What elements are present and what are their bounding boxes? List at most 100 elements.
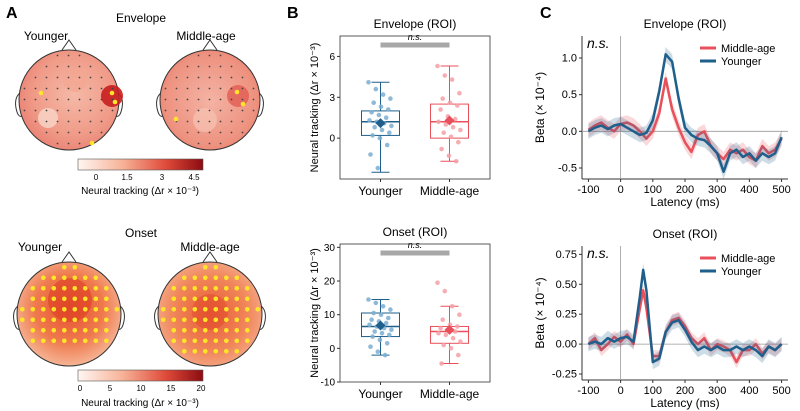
envelope-middle-label: Middle-age bbox=[176, 29, 236, 43]
electrode-dot bbox=[230, 65, 233, 68]
electrode-dot bbox=[100, 98, 103, 101]
data-point bbox=[446, 153, 452, 159]
electrode-dot bbox=[203, 286, 208, 291]
legend-label: Middle-age bbox=[721, 43, 775, 55]
data-point bbox=[377, 337, 383, 343]
electrode-dot bbox=[100, 131, 103, 134]
electrode-dot bbox=[62, 275, 67, 281]
electrode-dot bbox=[224, 275, 229, 281]
electrode-dot bbox=[234, 275, 240, 281]
electrode-dot bbox=[219, 120, 222, 123]
electrode-dot bbox=[245, 296, 250, 302]
electrode-dot bbox=[203, 307, 208, 312]
electrode-dot bbox=[241, 131, 244, 134]
electrode-dot bbox=[51, 338, 57, 344]
electrode-dot bbox=[78, 131, 81, 134]
electrode-dot bbox=[203, 338, 208, 344]
electrode-dot bbox=[186, 98, 189, 101]
electrode-dot bbox=[78, 76, 81, 79]
cbar-on-tick-0: 0 bbox=[78, 384, 83, 393]
x-tick-label: 0 bbox=[618, 184, 624, 196]
electrode-dot bbox=[213, 286, 219, 291]
electrode-dot bbox=[30, 296, 36, 302]
electrode-dot bbox=[62, 286, 67, 291]
electrode-dot bbox=[56, 54, 59, 57]
electrode-dot bbox=[186, 76, 189, 79]
electrode-dot bbox=[208, 76, 211, 79]
electrode-dot bbox=[93, 328, 99, 333]
electrode-dot bbox=[213, 328, 219, 333]
electrode-dot bbox=[186, 87, 189, 90]
data-point bbox=[373, 300, 379, 306]
electrode-dot bbox=[230, 109, 233, 112]
electrode-dot bbox=[78, 109, 81, 112]
data-point bbox=[436, 119, 441, 125]
electrode-dot bbox=[100, 109, 103, 112]
electrode-dot bbox=[186, 109, 189, 112]
y-tick-label: 0.0 bbox=[562, 126, 577, 138]
x-tick-label: 300 bbox=[708, 184, 726, 196]
data-point bbox=[442, 73, 448, 78]
electrode-dot bbox=[175, 76, 178, 79]
topomap-onset-middle bbox=[154, 251, 266, 367]
colorbar-onset: 0 5 10 15 20 Neural tracking (Δr × 10⁻³) bbox=[77, 369, 206, 409]
panel-label-b: B bbox=[287, 5, 299, 22]
electrode-dot bbox=[230, 76, 233, 79]
electrode-dot bbox=[203, 317, 208, 323]
electrode-dot bbox=[182, 296, 187, 302]
electrode-dot bbox=[241, 76, 244, 79]
data-point bbox=[450, 124, 456, 130]
data-point bbox=[369, 110, 374, 115]
electrode-dot bbox=[56, 142, 59, 145]
y-tick-label: -0.25 bbox=[552, 369, 577, 381]
data-point bbox=[455, 324, 460, 329]
electrode-dot bbox=[93, 317, 99, 323]
data-point bbox=[366, 297, 371, 302]
electrode-dot bbox=[78, 65, 81, 68]
cbar-on-tick-3: 15 bbox=[167, 384, 176, 393]
panel-label-c: C bbox=[540, 5, 552, 22]
electrode-dot bbox=[252, 87, 255, 90]
electrode-dot bbox=[219, 109, 222, 112]
electrode-dot bbox=[83, 307, 88, 312]
electrode-dot bbox=[171, 296, 177, 302]
electrode-dot bbox=[41, 296, 46, 302]
data-point bbox=[443, 332, 449, 338]
electrode-dot bbox=[114, 307, 120, 312]
electrode-dot bbox=[104, 296, 109, 302]
electrode-dot bbox=[30, 307, 36, 312]
data-point bbox=[441, 342, 447, 348]
electrode-dot bbox=[230, 87, 233, 90]
mean-marker bbox=[375, 320, 386, 331]
data-point bbox=[438, 325, 443, 331]
electrode-dot bbox=[23, 109, 26, 112]
data-point bbox=[382, 352, 388, 358]
electrode-dot bbox=[30, 286, 36, 291]
cbar-env-tick-0: 0 bbox=[94, 173, 99, 182]
series-band bbox=[588, 262, 782, 370]
data-point bbox=[366, 80, 371, 85]
y-axis-label: Neural tracking (Δr × 10⁻³) bbox=[309, 248, 321, 378]
electrode-dot bbox=[41, 338, 46, 344]
y-axis-label: Neural tracking (Δr × 10⁻³) bbox=[309, 43, 321, 173]
electrode-dot bbox=[164, 109, 167, 112]
cbar-on-tick-4: 20 bbox=[197, 384, 206, 393]
electrode-dot bbox=[208, 109, 211, 112]
electrode-dot bbox=[241, 120, 244, 123]
electrode-dot bbox=[41, 275, 46, 281]
series-band bbox=[588, 71, 782, 168]
data-point bbox=[453, 159, 459, 164]
data-point bbox=[367, 322, 372, 328]
data-point bbox=[372, 124, 378, 130]
electrode-dot bbox=[23, 98, 26, 101]
data-point bbox=[379, 127, 385, 133]
electrode-dot bbox=[78, 120, 81, 123]
data-point bbox=[436, 330, 441, 336]
electrode-dot bbox=[93, 307, 99, 312]
electrode-dot bbox=[234, 349, 240, 354]
y-tick-label: 30 bbox=[324, 243, 336, 254]
electrode-dot bbox=[89, 76, 92, 79]
data-point bbox=[452, 329, 458, 334]
electrode-dot bbox=[230, 120, 233, 123]
electrode-dot bbox=[219, 76, 222, 79]
